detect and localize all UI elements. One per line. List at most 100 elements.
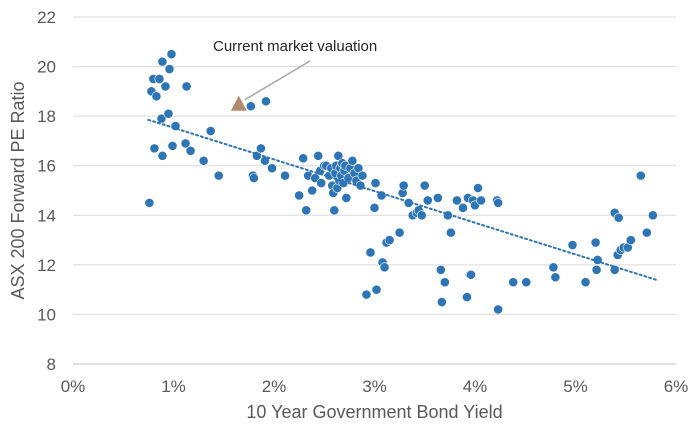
data-point — [157, 56, 168, 67]
y-tick-label: 16 — [37, 157, 56, 176]
y-axis-ticks: 8 10 12 14 16 18 20 22 — [37, 8, 56, 374]
data-point — [301, 205, 312, 216]
data-point — [205, 126, 216, 136]
data-point — [256, 143, 266, 154]
data-points — [144, 49, 658, 315]
data-point — [333, 150, 344, 161]
data-point — [198, 155, 209, 166]
y-tick-label: 18 — [37, 107, 56, 126]
data-point — [166, 49, 177, 60]
data-point — [371, 284, 382, 295]
x-tick-label: 1% — [161, 377, 186, 396]
y-tick-label: 22 — [37, 8, 56, 27]
data-point — [163, 108, 174, 119]
data-point — [160, 81, 171, 92]
y-tick-label: 10 — [37, 305, 56, 324]
data-point — [647, 210, 658, 221]
data-point — [394, 227, 405, 238]
data-point — [398, 180, 409, 191]
data-point — [355, 180, 366, 191]
data-point — [493, 304, 504, 315]
data-point — [280, 170, 290, 181]
data-point — [316, 178, 327, 188]
data-point — [294, 190, 305, 201]
data-point — [248, 173, 259, 184]
data-point — [341, 193, 352, 203]
x-axis-ticks: 0% 1% 2% 3% 4% 5% 6% — [61, 377, 689, 396]
data-point — [384, 235, 395, 245]
x-tick-label: 0% — [61, 377, 86, 396]
y-tick-label: 20 — [37, 58, 56, 77]
data-point — [151, 91, 162, 102]
data-point — [181, 81, 192, 92]
data-point — [613, 212, 624, 223]
data-point — [154, 74, 165, 84]
data-point — [508, 277, 519, 288]
data-point — [462, 292, 472, 302]
data-point — [379, 262, 390, 273]
data-point — [567, 240, 578, 250]
data-point — [635, 170, 646, 181]
data-point — [445, 227, 456, 238]
y-tick-label: 14 — [37, 206, 56, 225]
data-point — [164, 64, 175, 74]
data-point — [245, 101, 256, 112]
data-point — [550, 272, 561, 283]
x-axis-title: 10 Year Government Bond Yield — [246, 402, 502, 422]
data-point — [435, 264, 446, 275]
data-point — [156, 113, 167, 124]
data-point — [329, 205, 340, 216]
data-point — [357, 170, 368, 181]
data-point — [580, 277, 591, 288]
data-point — [353, 163, 364, 174]
data-point — [298, 153, 309, 164]
data-point — [149, 143, 160, 154]
data-point — [521, 277, 532, 288]
data-point — [267, 163, 277, 174]
data-point — [361, 289, 372, 300]
y-axis-title: ASX 200 Forward PE Ratio — [8, 81, 28, 299]
data-point — [439, 277, 450, 288]
current-valuation-marker — [230, 95, 247, 111]
data-point — [365, 247, 376, 258]
data-point — [548, 262, 559, 273]
x-tick-label: 3% — [362, 377, 387, 396]
data-point — [590, 237, 601, 248]
y-tick-label: 12 — [37, 256, 56, 275]
data-point — [416, 210, 427, 221]
y-tick-label: 8 — [47, 355, 56, 374]
data-point — [347, 155, 358, 166]
data-point — [185, 145, 196, 156]
x-tick-label: 2% — [262, 377, 287, 396]
data-point — [261, 96, 271, 107]
annotation-label: Current market valuation — [213, 38, 377, 55]
data-point — [493, 197, 504, 208]
data-point — [458, 202, 468, 213]
data-point — [591, 264, 602, 275]
data-point — [466, 269, 476, 280]
data-point — [307, 185, 318, 196]
data-point — [144, 197, 155, 208]
data-point — [422, 195, 433, 206]
data-point — [370, 178, 381, 188]
x-tick-label: 5% — [563, 377, 588, 396]
x-tick-label: 6% — [664, 377, 689, 396]
data-point — [452, 195, 462, 206]
data-point — [369, 202, 380, 213]
x-tick-label: 4% — [463, 377, 488, 396]
data-point — [436, 297, 447, 307]
data-point — [625, 235, 636, 245]
data-point — [473, 183, 483, 193]
data-point — [180, 138, 191, 149]
data-point — [419, 180, 430, 191]
data-point — [213, 170, 224, 181]
data-point — [476, 195, 486, 206]
data-point — [157, 150, 168, 161]
trendline — [147, 118, 657, 281]
data-point — [167, 140, 178, 151]
data-point — [313, 150, 324, 161]
data-point — [432, 193, 443, 203]
annotation-leader-line — [244, 60, 311, 101]
data-point — [641, 227, 652, 238]
